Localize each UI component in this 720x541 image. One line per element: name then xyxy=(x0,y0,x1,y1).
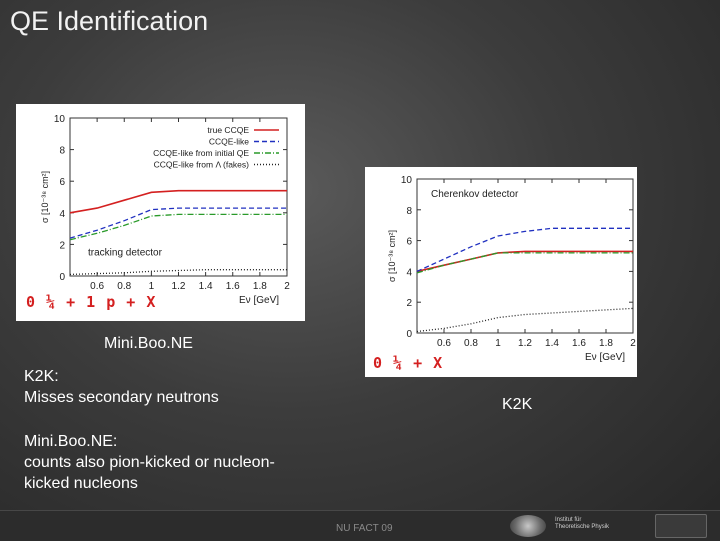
logo-text-line1: Institut für xyxy=(555,517,582,523)
y-axis-label: σ [10⁻³⁸ cm²] xyxy=(40,171,50,223)
x-tick-label: 0.6 xyxy=(437,338,451,349)
x-tick-label: 1.6 xyxy=(226,281,240,292)
y-tick-label: 0 xyxy=(406,329,412,340)
y-tick-label: 6 xyxy=(59,177,65,188)
series-line xyxy=(69,207,287,239)
series-line xyxy=(69,213,287,241)
miniboone-plot-caption: Mini.Boo.NE xyxy=(104,335,193,352)
y-tick-label: 8 xyxy=(406,206,412,217)
x-tick-label: 2 xyxy=(630,338,636,349)
slide-title: QE Identification xyxy=(10,6,209,36)
x-tick-label: 1.4 xyxy=(545,338,559,349)
x-tick-label: 1.2 xyxy=(172,281,186,292)
university-seal-icon xyxy=(655,514,707,538)
right-plot-annotation: Cherenkov detector xyxy=(431,189,519,200)
x-tick-label: 1.8 xyxy=(253,281,267,292)
legend-entry-label: CCQE-like from initial QE xyxy=(153,148,249,158)
left-plot-panel: 0 2 4 6 8 10 0.6 0.8 1 1.2 1.4 1.6 1.8 2 σ [10⁻³⁸ cm²]… xyxy=(16,104,305,321)
x-tick-label: 0.8 xyxy=(117,281,131,292)
x-tick-label: 1 xyxy=(495,338,501,349)
series-line xyxy=(69,269,287,276)
left-plot-reaction-label: 0 ¼ + 1 p + X xyxy=(26,293,157,311)
x-tick-label: 1.4 xyxy=(199,281,213,292)
x-tick-label: 2 xyxy=(284,281,290,292)
left-chart-svg: 0 2 4 6 8 10 0.6 0.8 1 1.2 1.4 1.6 1.8 2 σ [10⁻³⁸ cm²]… xyxy=(40,114,290,306)
miniboone-description-line1: counts also pion-kicked or nucleon- xyxy=(24,454,275,471)
x-tick-label: 1.2 xyxy=(518,338,532,349)
institute-logo-icon xyxy=(510,515,546,537)
right-chart-svg: 0 2 4 6 8 10 0.6 0.8 1 1.2 1.4 1.6 1.8 2 σ [10⁻³⁸ cm²]… xyxy=(387,175,636,363)
x-tick-label: 1.6 xyxy=(572,338,586,349)
legend-entry-label: true CCQE xyxy=(207,125,249,135)
k2k-plot-caption: K2K xyxy=(502,396,533,413)
right-plot-reaction-label: 0 ¼ + X xyxy=(373,354,444,372)
k2k-heading: K2K: xyxy=(24,368,59,385)
miniboone-heading: Mini.Boo.NE: xyxy=(24,433,118,450)
x-tick-label: 0.6 xyxy=(90,281,104,292)
legend-entry-label: CCQE-like xyxy=(209,137,249,147)
miniboone-description-line2: kicked nucleons xyxy=(24,475,138,492)
y-axis-label: σ [10⁻³⁸ cm²] xyxy=(387,230,397,282)
institute-logo-text: Institut für Theoretische Physik xyxy=(555,517,609,531)
x-axis-label: Eν [GeV] xyxy=(585,352,625,363)
y-tick-label: 2 xyxy=(59,240,65,251)
footer-bar xyxy=(0,510,720,541)
y-tick-label: 10 xyxy=(401,175,413,186)
y-tick-label: 10 xyxy=(54,114,66,125)
y-tick-label: 8 xyxy=(59,146,65,157)
x-tick-label: 0.8 xyxy=(464,338,478,349)
y-tick-label: 2 xyxy=(406,298,412,309)
series-line xyxy=(416,252,633,274)
y-tick-label: 4 xyxy=(406,267,412,278)
series-line xyxy=(416,250,633,273)
series-line xyxy=(69,189,287,214)
x-tick-label: 1.8 xyxy=(599,338,613,349)
k2k-description: Misses secondary neutrons xyxy=(24,389,219,406)
y-tick-label: 6 xyxy=(406,237,412,248)
footer-conference-label: NU FACT 09 xyxy=(336,523,393,534)
right-plot-panel: 0 2 4 6 8 10 0.6 0.8 1 1.2 1.4 1.6 1.8 2 σ [10⁻³⁸ cm²]… xyxy=(365,167,637,377)
x-tick-label: 1 xyxy=(149,281,155,292)
series-line xyxy=(416,227,633,272)
y-tick-label: 4 xyxy=(59,209,65,220)
legend-entry-label: CCQE-like from Λ (fakes) xyxy=(154,160,250,170)
logo-text-line2: Theoretische Physik xyxy=(555,524,610,530)
left-plot-annotation: tracking detector xyxy=(88,247,163,258)
y-tick-label: 0 xyxy=(59,272,65,283)
x-axis-label: Eν [GeV] xyxy=(239,295,279,306)
series-line xyxy=(416,307,634,333)
